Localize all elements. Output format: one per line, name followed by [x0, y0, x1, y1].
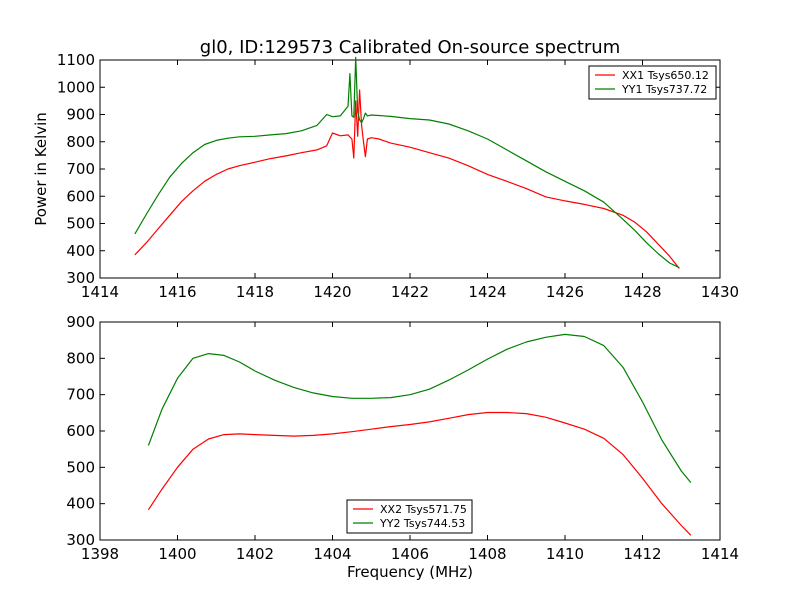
legend-label: YY2 Tsys744.53: [379, 517, 465, 530]
y-tick-label: 600: [66, 422, 95, 440]
legend-box-1: [588, 65, 717, 100]
y-tick-label: 1100: [57, 51, 95, 69]
x-tick-label: 1402: [236, 545, 274, 563]
chart-title: gl0, ID:129573 Calibrated On-source spec…: [200, 37, 620, 58]
x-tick-label: 1406: [391, 545, 429, 563]
x-tick-label: 1414: [701, 545, 739, 563]
legend-label: XX2 Tsys571.75: [380, 503, 467, 516]
x-tick-label: 1412: [623, 545, 661, 563]
y-axis-label: Power in Kelvin: [32, 112, 50, 226]
x-tick-label: 1410: [546, 545, 584, 563]
x-tick-label: 1428: [623, 283, 661, 301]
series-line-1-1: [134, 89, 680, 269]
y-tick-label: 800: [66, 349, 95, 367]
y-tick-label: 1000: [57, 78, 95, 96]
series-line-2-2: [147, 333, 692, 483]
y-tick-label: 300: [66, 269, 95, 287]
y-tick-label: 700: [66, 386, 95, 404]
x-tick-label: 1408: [468, 545, 506, 563]
y-tick-label: 500: [66, 458, 95, 476]
x-tick-label: 1416: [158, 283, 196, 301]
x-tick-label: 1398: [81, 545, 119, 563]
y-tick-label: 900: [66, 106, 95, 124]
y-tick-label: 400: [66, 242, 95, 260]
x-tick-label: 1420: [313, 283, 351, 301]
y-tick-label: 400: [66, 495, 95, 513]
x-tick-label: 1426: [546, 283, 584, 301]
y-tick-label: 500: [66, 215, 95, 233]
x-tick-label: 1418: [236, 283, 274, 301]
legend-label: YY1 Tsys737.72: [621, 83, 707, 96]
legend-label: XX1 Tsys650.12: [622, 69, 709, 82]
y-tick-label: 600: [66, 187, 95, 205]
series-line-2-1: [147, 411, 692, 536]
x-tick-label: 1414: [81, 283, 119, 301]
y-tick-label: 700: [66, 160, 95, 178]
y-tick-label: 800: [66, 133, 95, 151]
x-tick-label: 1430: [701, 283, 739, 301]
y-tick-label: 900: [66, 313, 95, 331]
x-tick-label: 1422: [391, 283, 429, 301]
x-axis-label: Frequency (MHz): [347, 563, 473, 581]
x-tick-label: 1424: [468, 283, 506, 301]
x-tick-label: 1404: [313, 545, 351, 563]
series-line-1-2: [134, 56, 680, 269]
y-tick-label: 300: [66, 531, 95, 549]
legend-box-2: [346, 499, 473, 534]
x-tick-label: 1400: [158, 545, 196, 563]
